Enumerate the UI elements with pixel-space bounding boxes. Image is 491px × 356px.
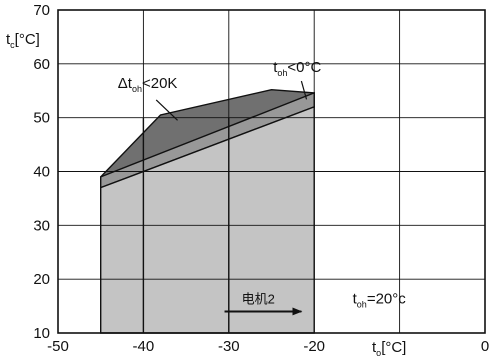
x-tick-label: -20 [303,338,325,355]
x-axis-label: to[°C] [372,339,406,356]
x-tick-label: -30 [218,338,240,355]
x-tick-labels: -50 -40 -30 -20 0 [47,338,489,355]
chart-regions [99,88,315,334]
t-oh-below-zero-pointer [300,80,308,100]
plot-frame [57,9,486,334]
y-tick-label: 40 [33,164,50,181]
y-tick-labels: 10 20 30 40 50 60 70 [33,2,50,342]
motor-label: 电机2 [242,291,275,306]
x-tick-label: 0 [481,338,489,355]
x-tick-label: -50 [47,338,69,355]
y-tick-label: 60 [33,56,50,73]
t-oh-20c-label: toh=20°c [353,290,407,309]
y-tick-label: 70 [33,2,50,19]
y-tick-label: 30 [33,217,50,234]
y-axis-label: tc[°C] [6,31,40,50]
dt-oh-pointer [155,99,178,121]
t-oh-below-zero-label: toh<0°C [273,59,321,78]
y-tick-label: 20 [33,271,50,288]
chart-annotations: Δtoh<20K toh<0°C 电机2 toh=20°c [118,59,407,316]
dt-oh-label: Δtoh<20K [118,75,178,94]
y-tick-label: 50 [33,110,50,127]
x-tick-label: -40 [133,338,155,355]
y-tick-label: 10 [33,325,50,342]
chart-boundary-lines [142,117,230,333]
